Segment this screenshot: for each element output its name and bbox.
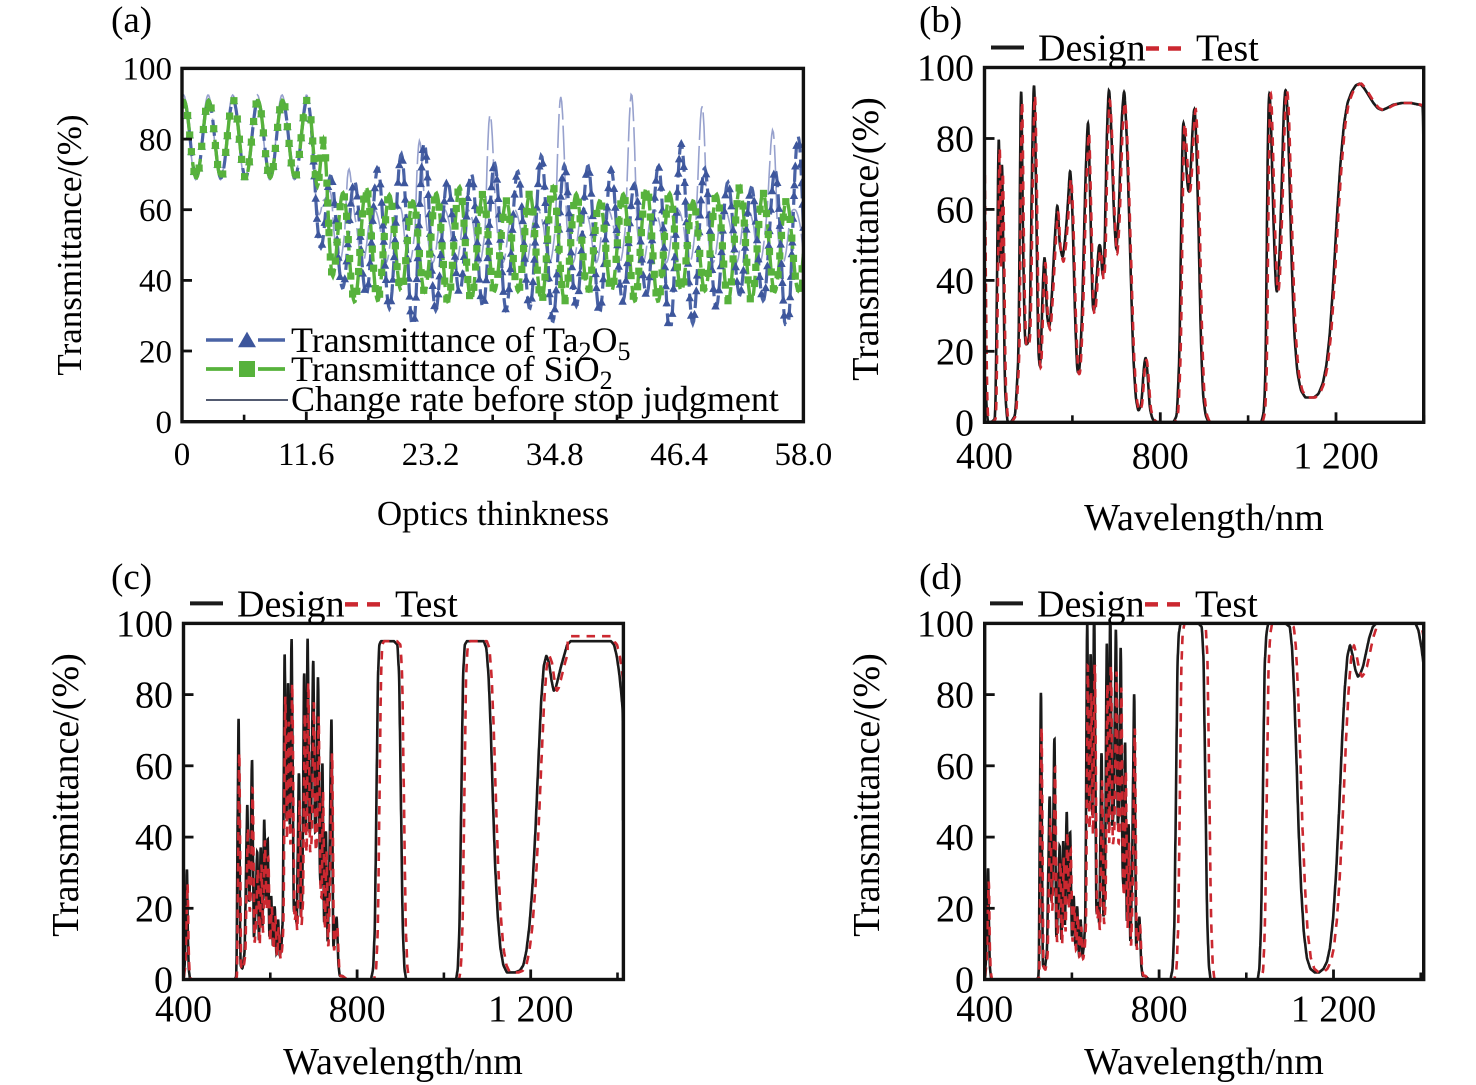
- svg-text:(a): (a): [111, 0, 152, 41]
- svg-text:(d): (d): [919, 557, 962, 598]
- svg-text:0: 0: [154, 960, 173, 1002]
- svg-text:400: 400: [155, 989, 212, 1031]
- svg-text:Wavelength/nm: Wavelength/nm: [1084, 1041, 1324, 1083]
- svg-text:11.6: 11.6: [278, 437, 335, 473]
- svg-text:400: 400: [956, 989, 1013, 1031]
- svg-text:1 200: 1 200: [1291, 989, 1377, 1031]
- svg-text:58.0: 58.0: [775, 437, 833, 473]
- svg-text:80: 80: [936, 119, 974, 161]
- svg-text:40: 40: [139, 264, 172, 300]
- svg-text:20: 20: [135, 888, 173, 930]
- svg-text:Wavelength/nm: Wavelength/nm: [283, 1041, 523, 1083]
- svg-text:Test: Test: [1196, 28, 1259, 70]
- svg-text:0: 0: [955, 960, 974, 1002]
- svg-text:60: 60: [936, 746, 974, 788]
- svg-text:Transmittance/(%): Transmittance/(%): [846, 653, 888, 937]
- svg-text:0: 0: [174, 437, 191, 473]
- svg-text:Transmittance/(%): Transmittance/(%): [45, 653, 87, 937]
- svg-text:400: 400: [956, 435, 1013, 477]
- svg-text:20: 20: [936, 331, 974, 373]
- svg-text:20: 20: [936, 888, 974, 930]
- svg-text:60: 60: [936, 189, 974, 231]
- svg-text:Design: Design: [1037, 583, 1145, 625]
- svg-text:(c): (c): [111, 557, 152, 598]
- svg-text:60: 60: [135, 746, 173, 788]
- svg-text:Design: Design: [237, 583, 345, 625]
- svg-text:Transmittance/(%): Transmittance/(%): [50, 114, 89, 375]
- svg-text:60: 60: [139, 193, 172, 229]
- svg-text:Transmittance of Ta2O5: Transmittance of Ta2O5: [291, 320, 630, 366]
- svg-text:800: 800: [1132, 435, 1189, 477]
- svg-text:100: 100: [123, 52, 173, 88]
- svg-text:100: 100: [116, 603, 173, 645]
- svg-text:100: 100: [917, 48, 974, 90]
- svg-text:40: 40: [936, 260, 974, 302]
- svg-text:46.4: 46.4: [650, 437, 708, 473]
- svg-text:800: 800: [329, 989, 386, 1031]
- svg-text:Test: Test: [1195, 583, 1258, 625]
- svg-text:1 200: 1 200: [1293, 435, 1379, 477]
- svg-text:Transmittance of SiO2: Transmittance of SiO2: [291, 349, 613, 395]
- svg-text:Change rate before stop judgme: Change rate before stop judgment: [291, 379, 779, 419]
- svg-text:80: 80: [135, 675, 173, 717]
- svg-text:0: 0: [156, 405, 173, 441]
- svg-text:100: 100: [917, 603, 974, 645]
- svg-text:(b): (b): [919, 0, 962, 41]
- svg-text:80: 80: [139, 122, 172, 158]
- svg-text:Optics thinkness: Optics thinkness: [377, 494, 609, 533]
- svg-text:23.2: 23.2: [402, 437, 460, 473]
- svg-text:Wavelength/nm: Wavelength/nm: [1084, 497, 1324, 539]
- svg-text:800: 800: [1131, 989, 1188, 1031]
- svg-text:Transmittance/(%): Transmittance/(%): [845, 97, 887, 381]
- svg-text:Design: Design: [1038, 28, 1146, 70]
- svg-text:1 200: 1 200: [488, 989, 574, 1031]
- svg-text:80: 80: [936, 675, 974, 717]
- svg-text:0: 0: [955, 402, 974, 444]
- svg-text:40: 40: [135, 817, 173, 859]
- svg-text:34.8: 34.8: [526, 437, 584, 473]
- svg-text:Test: Test: [395, 583, 458, 625]
- svg-text:40: 40: [936, 817, 974, 859]
- svg-text:20: 20: [139, 334, 172, 370]
